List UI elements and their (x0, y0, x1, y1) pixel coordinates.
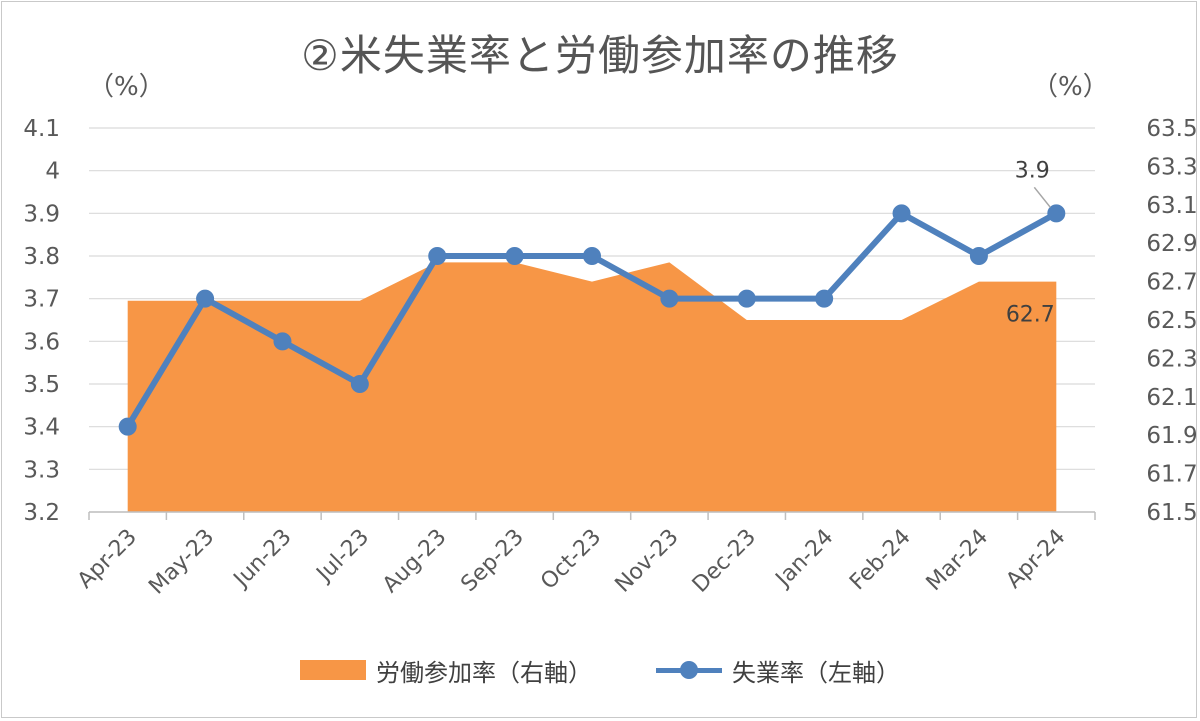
unemployment-point (428, 247, 447, 265)
left-tick-label: 3.4 (23, 415, 60, 441)
legend-item-unemployment: 失業率（左軸） (656, 650, 900, 690)
right-tick-label: 61.5 (1146, 500, 1197, 526)
left-tick-label: 3.7 (23, 287, 60, 313)
right-tick-label: 62.5 (1146, 308, 1197, 334)
unemployment-point (660, 289, 679, 308)
category-label: Dec-23 (688, 525, 761, 598)
legend: 労働参加率（右軸） 失業率（左軸） (0, 650, 1200, 690)
unemployment-point (196, 289, 215, 308)
unemployment-point (969, 247, 988, 265)
left-tick-label: 4 (45, 159, 60, 185)
category-label: Sep-23 (456, 525, 528, 597)
right-tick-label: 62.9 (1146, 231, 1197, 257)
right-axis-unit: （%） (1032, 72, 1109, 102)
legend-swatch-line (656, 660, 722, 680)
unemployment-end-label: 3.9 (1015, 158, 1050, 183)
right-tick-label: 62.7 (1146, 270, 1197, 296)
left-tick-label: 3.6 (23, 329, 60, 355)
category-label: Jan-24 (770, 525, 838, 593)
legend-label-unemployment: 失業率（左軸） (732, 658, 900, 687)
left-tick-label: 3.9 (23, 201, 60, 227)
left-tick-label: 3.8 (23, 244, 60, 270)
category-label: May-23 (144, 525, 219, 600)
left-tick-label: 3.5 (23, 372, 60, 398)
category-label: Aug-23 (378, 525, 451, 598)
left-tick-label: 4.1 (23, 116, 60, 142)
category-label: Jun-23 (228, 525, 297, 594)
right-tick-label: 63.3 (1146, 154, 1197, 180)
legend-label-participation: 労働参加率（右軸） (376, 658, 592, 687)
data-label-leader (1033, 186, 1051, 208)
unemployment-point (815, 289, 834, 308)
left-tick-label: 3.2 (23, 500, 60, 526)
category-label: Feb-24 (845, 525, 916, 596)
unemployment-point (505, 247, 524, 265)
left-tick-label: 3.3 (23, 457, 60, 483)
participation-end-label: 62.7 (1006, 303, 1055, 328)
legend-swatch-area (300, 660, 366, 680)
right-tick-label: 62.3 (1146, 346, 1197, 372)
right-tick-label: 61.7 (1146, 462, 1197, 488)
category-label: Oct-23 (536, 525, 606, 595)
category-label: Nov-23 (611, 525, 684, 598)
chart-title: ②米失業率と労働参加率の推移 (301, 31, 899, 80)
legend-item-participation: 労働参加率（右軸） (300, 650, 592, 690)
left-axis-unit: （%） (88, 72, 165, 102)
right-tick-label: 63.5 (1146, 116, 1197, 142)
unemployment-point (1047, 204, 1066, 223)
right-tick-label: 62.1 (1146, 385, 1197, 411)
right-tick-label: 63.1 (1146, 193, 1197, 219)
right-tick-label: 61.9 (1146, 423, 1197, 449)
category-label: Jul-23 (311, 525, 374, 588)
unemployment-point (350, 375, 369, 393)
unemployment-point (892, 204, 911, 223)
participation-area (127, 262, 1057, 512)
unemployment-point (583, 247, 601, 265)
unemployment-point (118, 417, 137, 436)
unemployment-point (737, 289, 756, 308)
unemployment-point (273, 332, 292, 351)
category-label: Mar-24 (922, 525, 993, 596)
category-label: Apr-24 (1002, 525, 1071, 594)
category-label: Apr-23 (73, 525, 142, 594)
